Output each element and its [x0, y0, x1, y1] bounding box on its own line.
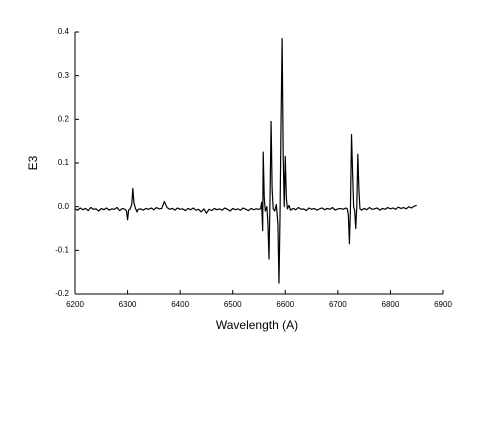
x-tick-label: 6800 [382, 300, 400, 309]
y-axis-label: E3 [26, 155, 40, 170]
y-tick-label: 0.4 [58, 27, 70, 36]
x-axis-label: Wavelength (A) [216, 318, 298, 332]
data-line [74, 37, 417, 284]
x-tick-label: 6400 [171, 300, 189, 309]
y-tick-label: -0.2 [55, 289, 69, 298]
y-tick-label: 0.0 [58, 202, 70, 211]
y-tick-label: 0.2 [58, 114, 70, 123]
x-tick-label: 6300 [119, 300, 137, 309]
x-tick-label: 6200 [66, 300, 84, 309]
y-tick-label: 0.1 [58, 158, 70, 167]
y-tick-label: 0.3 [58, 71, 70, 80]
y-tick-label: -0.1 [55, 245, 69, 254]
x-tick-label: 6700 [329, 300, 347, 309]
x-tick-label: 6500 [224, 300, 242, 309]
x-tick-label: 6600 [276, 300, 294, 309]
x-tick-label: 6900 [434, 300, 452, 309]
